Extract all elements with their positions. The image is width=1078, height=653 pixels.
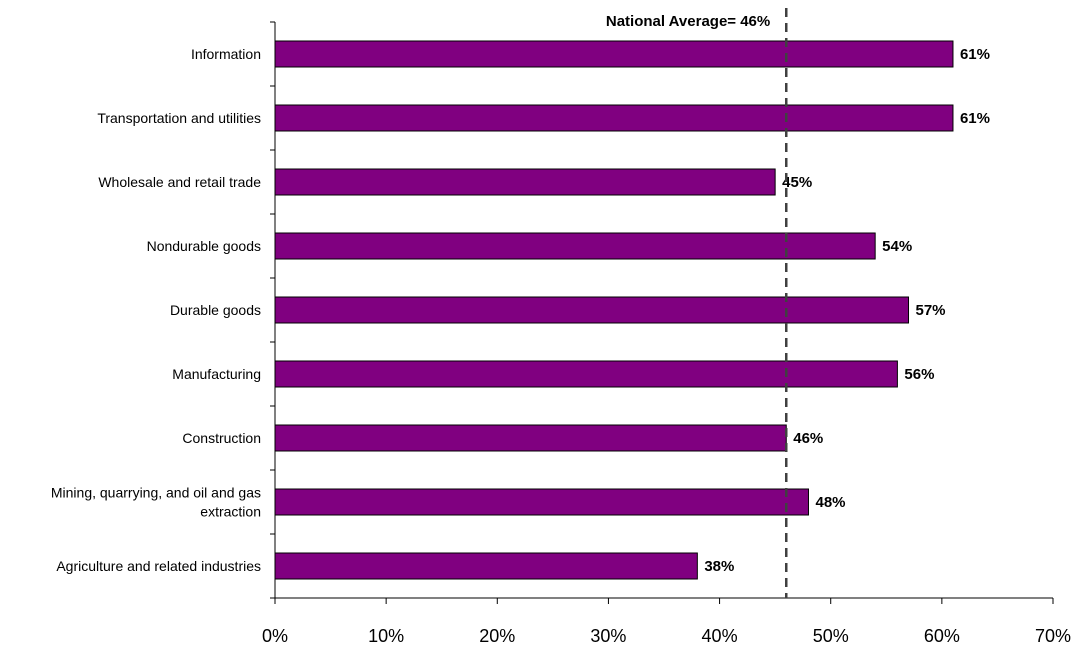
- bar-6: [274, 360, 898, 388]
- category-label-line: Agriculture and related industries: [56, 558, 261, 574]
- category-label-line: Wholesale and retail trade: [98, 174, 261, 190]
- category-label: Transportation and utilities: [97, 110, 261, 126]
- bars-layer: [274, 40, 954, 580]
- category-label: Agriculture and related industries: [56, 558, 261, 574]
- x-tick-label: 20%: [479, 626, 515, 646]
- category-label: Construction: [182, 430, 261, 446]
- category-label: Information: [191, 46, 261, 62]
- data-label: 61%: [960, 46, 990, 63]
- data-label: 46%: [793, 430, 823, 447]
- category-label-line: Nondurable goods: [147, 238, 261, 254]
- category-label: Nondurable goods: [147, 238, 261, 254]
- bar-7: [274, 424, 787, 452]
- reference-line-layer: National Average= 46%: [606, 8, 788, 598]
- x-tick-label: 50%: [813, 626, 849, 646]
- x-tick-label: 10%: [368, 626, 404, 646]
- category-label: Mining, quarrying, and oil and gas extrac…: [51, 485, 261, 520]
- category-label-line: Manufacturing: [172, 366, 261, 382]
- data-label: 45%: [782, 174, 812, 191]
- labels-layer: 0% 10% 20% 30% 40% 50% 60% 70% Information 61% Tra…: [51, 46, 1071, 646]
- data-label: 54%: [882, 238, 912, 255]
- bar-5: [274, 296, 910, 324]
- category-label-line: Mining, quarrying, and oil and gas: [51, 485, 261, 501]
- bar-9: [274, 552, 698, 580]
- category-label: Manufacturing: [172, 366, 261, 382]
- bar-8: [274, 488, 809, 516]
- data-label: 61%: [960, 110, 990, 127]
- x-tick-label: 60%: [924, 626, 960, 646]
- bar-1: [274, 40, 954, 68]
- bar-4: [274, 232, 876, 260]
- category-label-line: Construction: [182, 430, 261, 446]
- bar-3: [274, 168, 776, 196]
- category-label-line: Durable goods: [170, 302, 261, 318]
- data-label: 38%: [704, 558, 734, 575]
- category-label-line: Transportation and utilities: [97, 110, 261, 126]
- data-label: 57%: [916, 302, 946, 319]
- bar-2: [274, 104, 954, 132]
- category-label-line: Information: [191, 46, 261, 62]
- data-label: 56%: [904, 366, 934, 383]
- category-label: Durable goods: [170, 302, 261, 318]
- national-average-label: National Average= 46%: [606, 13, 770, 30]
- category-label-line: extraction: [200, 504, 261, 520]
- x-tick-label: 70%: [1035, 626, 1071, 646]
- category-label: Wholesale and retail trade: [98, 174, 261, 190]
- x-tick-label: 30%: [590, 626, 626, 646]
- x-tick-label: 0%: [262, 626, 288, 646]
- x-tick-label: 40%: [702, 626, 738, 646]
- data-label: 48%: [815, 494, 845, 511]
